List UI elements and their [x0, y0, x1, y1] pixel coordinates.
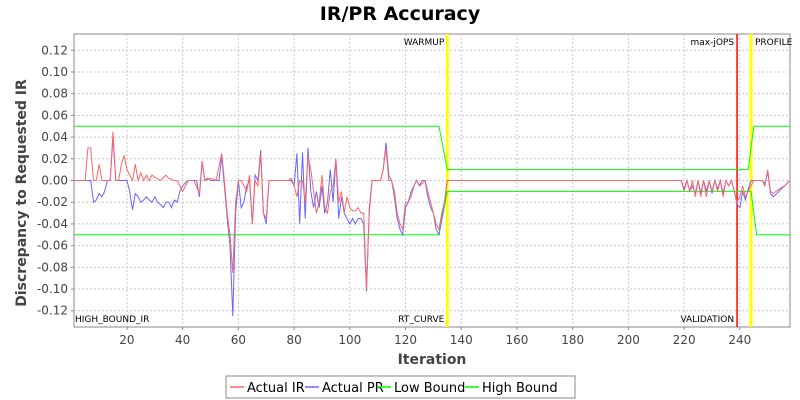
- x-tick-label: 120: [394, 333, 417, 347]
- y-tick-label: -0.04: [37, 217, 68, 231]
- y-tick-label: -0.02: [37, 195, 68, 209]
- legend-label: Low Bound: [394, 381, 465, 396]
- y-tick-label: -0.06: [37, 239, 68, 253]
- legend-box: [225, 375, 576, 399]
- series-line: [74, 131, 791, 290]
- phase-label: RT_CURVE: [398, 315, 444, 325]
- x-tick-label: 20: [119, 333, 134, 347]
- grid: [74, 34, 790, 327]
- x-tick-label: 100: [338, 333, 361, 347]
- y-tick-label: 0.02: [41, 152, 68, 166]
- y-axis-label: Discrepancy to Requested IR: [14, 79, 30, 307]
- legend: Actual IR Actual PR Low Bound High Bound: [225, 375, 576, 399]
- series-line: [74, 125, 790, 171]
- legend-label: Actual IR: [247, 381, 305, 396]
- y-tick-label: 0.08: [41, 87, 68, 101]
- phase-label: max-jOPS: [690, 38, 734, 48]
- x-tick-label: 160: [506, 333, 529, 347]
- series-line: [74, 190, 790, 236]
- y-tick-label: 0.00: [41, 174, 68, 188]
- phase-labels: WARMUP RT_CURVE max-jOPS VALIDATION PROFILE H…: [75, 38, 793, 325]
- phase-label: PROFILE: [755, 38, 793, 48]
- x-tick-label: 240: [728, 333, 751, 347]
- y-tick-label: -0.08: [37, 260, 68, 274]
- series-lines: [74, 125, 791, 317]
- x-tick-label: 60: [231, 333, 246, 347]
- x-tick-label: 80: [286, 333, 301, 347]
- phase-label: HIGH_BOUND_IR: [75, 315, 149, 325]
- legend-label: Actual PR: [322, 381, 384, 396]
- phase-label: VALIDATION: [680, 315, 734, 325]
- y-tick-label: -0.12: [37, 304, 68, 318]
- y-tick-label: 0.12: [41, 43, 68, 57]
- x-axis-label: Iteration: [398, 352, 467, 368]
- y-axis-ticks: -0.12 -0.10 -0.08 -0.06 -0.04 -0.02 0.00 0.02 0.…: [37, 43, 74, 318]
- x-tick-label: 140: [450, 333, 473, 347]
- y-tick-label: 0.10: [41, 65, 68, 79]
- x-tick-label: 40: [175, 333, 190, 347]
- legend-label: High Bound: [482, 381, 558, 396]
- x-tick-label: 200: [617, 333, 640, 347]
- x-axis-ticks: 20 40 60 80 100 120 140 160 180 200 220 240: [119, 327, 751, 347]
- y-tick-label: 0.06: [41, 108, 68, 122]
- phase-label: WARMUP: [404, 38, 445, 48]
- x-tick-label: 220: [673, 333, 696, 347]
- y-tick-label: -0.10: [37, 282, 68, 296]
- y-tick-label: 0.04: [41, 130, 68, 144]
- chart-title: IR/PR Accuracy: [320, 3, 481, 25]
- x-tick-label: 180: [561, 333, 584, 347]
